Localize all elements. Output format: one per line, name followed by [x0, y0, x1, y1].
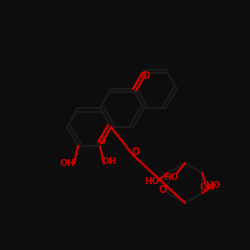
Text: HO: HO — [163, 172, 179, 182]
Text: OH: OH — [200, 182, 215, 192]
Text: O: O — [132, 147, 140, 157]
Text: HO: HO — [205, 180, 220, 190]
Text: O: O — [98, 136, 106, 146]
Text: O: O — [141, 71, 150, 81]
Text: O: O — [158, 185, 167, 195]
Text: HO: HO — [144, 176, 159, 186]
Text: OH: OH — [60, 159, 75, 168]
Text: OH: OH — [101, 157, 116, 166]
